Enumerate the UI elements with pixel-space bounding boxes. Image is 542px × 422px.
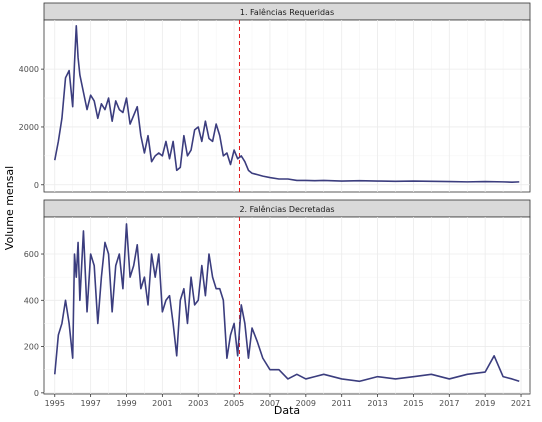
- x-tick-label: 2005: [224, 399, 244, 408]
- y-tick-label: 2000: [19, 123, 39, 132]
- x-tick-label: 2007: [260, 399, 280, 408]
- x-tick-label: 2013: [367, 399, 387, 408]
- facet-1-grid: [44, 20, 530, 192]
- y-tick-label: 600: [24, 250, 39, 259]
- facet-2-grid: [44, 217, 530, 394]
- facet-1: 1. Falências Requeridas 0 2000 4000: [19, 2, 531, 193]
- y-tick-label: 4000: [19, 65, 39, 74]
- x-tick-label: 1999: [116, 399, 136, 408]
- x-tick-label: 2019: [475, 399, 495, 408]
- x-tick-label: 2015: [403, 399, 423, 408]
- facet-2-series-line: [53, 223, 520, 383]
- x-tick-label: 2009: [296, 399, 316, 408]
- y-tick-label: 400: [24, 296, 39, 305]
- facet-2: 2. Falências Decretadas 0 200 400 600: [24, 199, 531, 398]
- facet-1-panel: [43, 19, 531, 193]
- x-tick-label: 2003: [188, 399, 208, 408]
- x-tick-label: 2011: [332, 399, 352, 408]
- facet-1-y-axis: 0 2000 4000: [19, 65, 44, 190]
- x-tick-label: 1995: [45, 399, 65, 408]
- x-axis-title: Data: [274, 404, 300, 417]
- facet-2-panel: [43, 216, 531, 395]
- y-tick-label: 0: [34, 181, 39, 190]
- facet-1-strip-label: 1. Falências Requeridas: [240, 7, 334, 17]
- facet-1-series-line: [53, 24, 520, 183]
- x-tick-label: 2001: [152, 399, 172, 408]
- y-axis-title: Volume mensal: [3, 166, 16, 250]
- x-tick-label: 2021: [511, 399, 531, 408]
- x-tick-label: 1997: [80, 399, 100, 408]
- facet-2-y-axis: 0 200 400 600: [24, 250, 44, 398]
- y-tick-label: 200: [24, 343, 39, 352]
- y-tick-label: 0: [34, 389, 39, 398]
- facet-2-strip-label: 2. Falências Decretadas: [239, 204, 334, 214]
- x-tick-label: 2017: [439, 399, 459, 408]
- x-axis: 1995 1997 1999 2001 2003 2005 2007 2009 2011 2013…: [45, 394, 531, 408]
